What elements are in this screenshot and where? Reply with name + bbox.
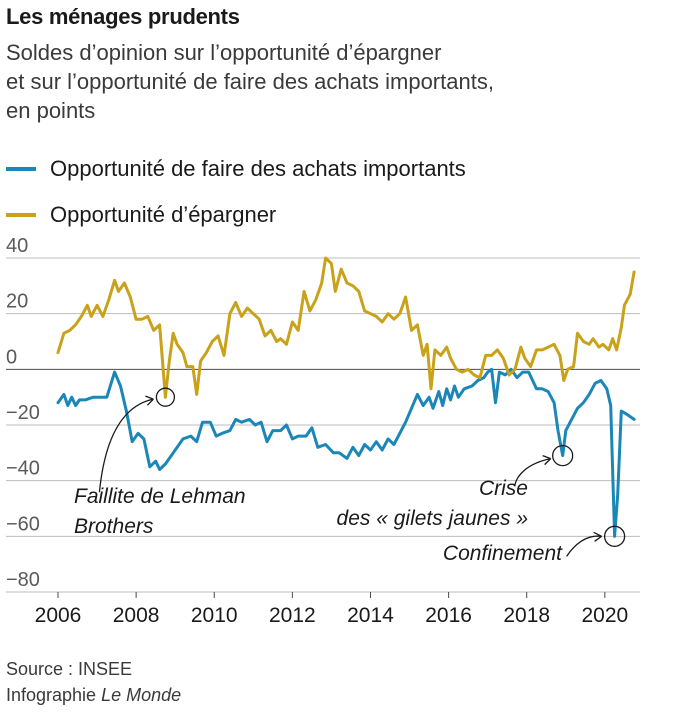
annotation-leader bbox=[514, 457, 551, 486]
subtitle-line: en points bbox=[6, 98, 96, 123]
x-tick-label: 2018 bbox=[503, 604, 550, 627]
credit-prefix: Infographie bbox=[6, 685, 102, 705]
annotation-label: Crise bbox=[479, 477, 528, 500]
x-tick-label: 2006 bbox=[35, 604, 82, 627]
credit-text: Infographie Le Monde bbox=[6, 682, 181, 708]
annotation-arrowhead bbox=[145, 395, 154, 406]
chart-legend: Opportunité de faire des achats importan… bbox=[6, 146, 466, 238]
legend-swatch-epargner bbox=[6, 213, 36, 217]
y-tick-label: −80 bbox=[6, 569, 40, 591]
series-line-epargner bbox=[56, 256, 636, 399]
annotation-label: Brothers bbox=[74, 515, 154, 538]
y-tick-label: −60 bbox=[6, 513, 40, 535]
series-line-achats bbox=[56, 367, 636, 538]
annotation-circle bbox=[603, 525, 626, 547]
annotation-label: Confinement bbox=[443, 542, 563, 565]
legend-label-epargner: Opportunité d’épargner bbox=[50, 202, 277, 227]
source-text: Source : INSEE bbox=[6, 659, 133, 679]
annotation-circle bbox=[155, 387, 176, 407]
y-tick-label: −20 bbox=[6, 402, 40, 424]
chart-footer: Source : INSEE Infographie Le Monde bbox=[6, 656, 181, 708]
x-tick-label: 2016 bbox=[425, 604, 472, 627]
annotation-leader bbox=[566, 535, 602, 557]
x-tick-label: 2012 bbox=[269, 604, 316, 627]
annotation-arrowhead bbox=[593, 531, 602, 542]
x-tick-label: 2008 bbox=[113, 604, 160, 627]
chart-subtitle: Soldes d’opinion sur l’opportunité d’épa… bbox=[6, 38, 646, 125]
subtitle-line: et sur l’opportunité de faire des achats… bbox=[6, 69, 494, 94]
annotation-leader bbox=[98, 398, 154, 493]
x-tick-label: 2020 bbox=[581, 604, 628, 627]
y-tick-label: 0 bbox=[6, 346, 17, 368]
legend-swatch-achats bbox=[6, 167, 36, 171]
legend-item-epargner: Opportunité d’épargner bbox=[6, 192, 466, 238]
annotation-label: des « gilets jaunes » bbox=[337, 507, 528, 530]
legend-item-achats: Opportunité de faire des achats importan… bbox=[6, 146, 466, 192]
annotation-label: Faillite de Lehman bbox=[74, 485, 246, 508]
subtitle-line: Soldes d’opinion sur l’opportunité d’épa… bbox=[6, 40, 442, 65]
chart-area: 40 20 0 −20 −40 −60 −80 2006 2008 2010 2012 2014 201… bbox=[0, 232, 688, 652]
chart-title: Les ménages prudents bbox=[6, 4, 240, 29]
credit-outlet: Le Monde bbox=[101, 685, 182, 705]
y-tick-label: −40 bbox=[6, 458, 40, 480]
annotation-circle bbox=[552, 444, 574, 467]
y-tick-label: 20 bbox=[6, 291, 28, 313]
x-tick-label: 2010 bbox=[191, 604, 238, 627]
x-tick-label: 2014 bbox=[347, 604, 394, 627]
line-chart: 40 20 0 −20 −40 −60 −80 2006 2008 2010 2012 2014 201… bbox=[6, 235, 640, 627]
legend-label-achats: Opportunité de faire des achats importan… bbox=[50, 156, 466, 181]
y-tick-label: 40 bbox=[6, 235, 28, 257]
annotation-arrowhead bbox=[542, 455, 552, 466]
